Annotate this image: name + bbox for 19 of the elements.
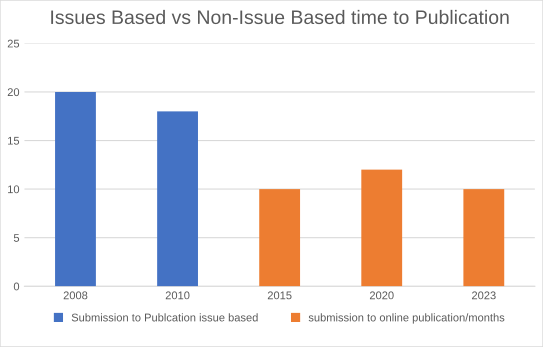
y-tick-label: 20 [8, 88, 20, 96]
bar [157, 111, 198, 286]
chart-title: Issues Based vs Non-Issue Based time to Publication [51, 10, 509, 24]
bar [361, 170, 402, 286]
x-tick-label: 2010 [166, 291, 190, 300]
y-tick-label: 25 [8, 40, 20, 48]
legend-label: submission to online publication/months [308, 313, 504, 324]
x-tick-label: 2008 [64, 291, 88, 300]
bar [259, 189, 300, 286]
y-tick-label: 10 [8, 185, 20, 194]
legend-label: Submission to Publcation issue based [72, 313, 258, 322]
x-tick-label: 2020 [370, 291, 394, 300]
y-tick-label: 5 [14, 234, 20, 242]
x-tick-label: 2015 [268, 291, 292, 300]
y-tick-label: 0 [14, 282, 20, 290]
bar [463, 189, 504, 286]
y-tick-label: 15 [8, 136, 20, 145]
x-tick-label: 2023 [472, 291, 496, 300]
bar [55, 92, 96, 286]
